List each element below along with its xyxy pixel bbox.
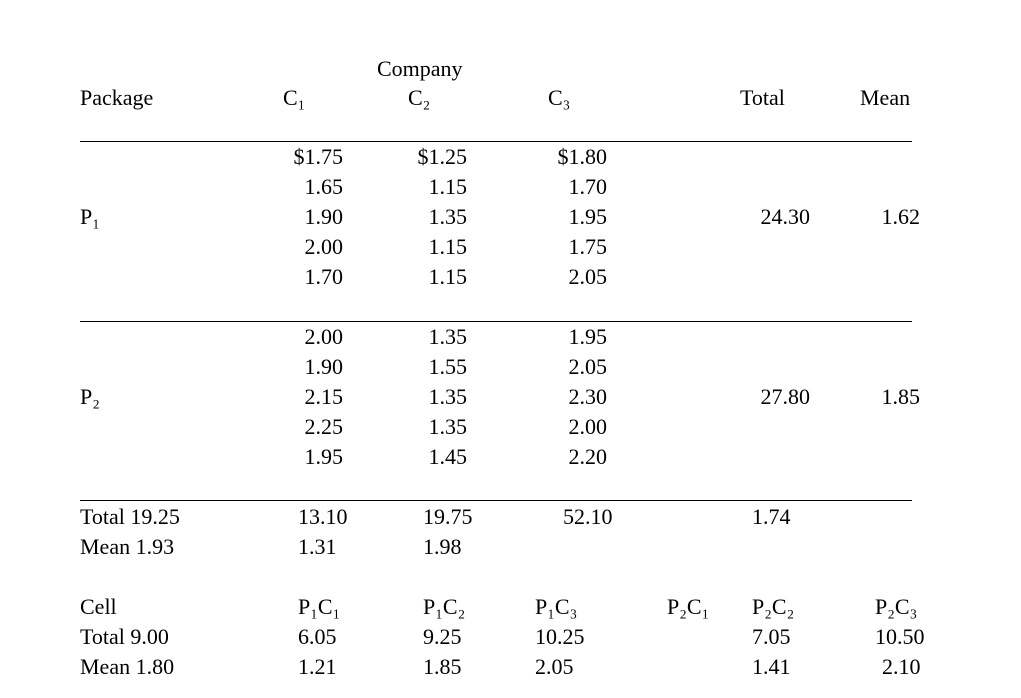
group-mean: 1.85 [881, 384, 921, 409]
cell-header: P₁C₂ [423, 594, 466, 619]
summary-mean: 1.98 [423, 534, 462, 559]
cell-value: 2.30 [568, 384, 608, 409]
cell-header: P₁C₃ [535, 594, 578, 619]
cell-value: 2.00 [568, 414, 608, 439]
cell-value: 1.35 [428, 204, 468, 229]
cell-value: 2.00 [304, 234, 344, 259]
row-label: P₁ [80, 204, 100, 229]
summary-total: 13.10 [298, 504, 348, 529]
group-mean: 1.62 [881, 204, 921, 229]
cell-value: $1.25 [417, 144, 468, 169]
cell-value: 1.35 [428, 384, 468, 409]
cell-value: 1.15 [428, 234, 468, 259]
group-total: 27.80 [760, 384, 811, 409]
cell-value: 1.95 [304, 444, 344, 469]
cell-value: 2.15 [304, 384, 344, 409]
cell-header: P₂C₃ [875, 594, 918, 619]
column-header: Total [740, 85, 785, 110]
cell-total: Total 9.00 [80, 624, 169, 649]
cell-total: 10.50 [875, 624, 925, 649]
rule [80, 500, 912, 501]
summary-mean: 1.31 [298, 534, 337, 559]
cell-total: 6.05 [298, 624, 337, 649]
cell-mean: 2.10 [882, 654, 921, 679]
cell-total: 9.25 [423, 624, 462, 649]
cell-value: 1.15 [428, 174, 468, 199]
summary-total: 19.75 [423, 504, 473, 529]
column-header: C₁ [283, 85, 306, 110]
cell-value: 2.20 [568, 444, 608, 469]
cell-value: 2.25 [304, 414, 344, 439]
cell-value: 2.05 [568, 354, 608, 379]
summary-total: 1.74 [752, 504, 791, 529]
summary-total: 52.10 [563, 504, 613, 529]
cell-mean: Mean 1.80 [80, 654, 175, 679]
cell-value: 1.45 [428, 444, 468, 469]
column-header: C₃ [548, 85, 571, 110]
group-label: Company [377, 56, 463, 81]
column-header: Mean [860, 85, 911, 110]
cell-value: 1.65 [304, 174, 344, 199]
cell-header: P₂C₁ [667, 594, 710, 619]
cell-value: 1.95 [568, 204, 608, 229]
cell-value: 1.70 [304, 264, 344, 289]
summary-total: Total 19.25 [80, 504, 180, 529]
cell-value: 1.55 [428, 354, 468, 379]
cell-value: 1.90 [304, 204, 344, 229]
cell-value: 1.35 [428, 414, 468, 439]
cell-value: $1.75 [293, 144, 344, 169]
cell-value: 1.95 [568, 324, 608, 349]
rule [80, 321, 912, 322]
cell-value: 2.00 [304, 324, 344, 349]
cell-total: 10.25 [535, 624, 585, 649]
column-header: C₂ [408, 85, 431, 110]
cell-header: P₁C₁ [298, 594, 341, 619]
rule [80, 141, 912, 142]
cell-value: 1.35 [428, 324, 468, 349]
cell-mean: 1.85 [423, 654, 462, 679]
cell-value: 1.75 [568, 234, 608, 259]
cell-value: 2.05 [568, 264, 608, 289]
column-header: Package [80, 85, 154, 110]
cell-value: $1.80 [557, 144, 608, 169]
cell-header: Cell [80, 594, 117, 619]
cell-header: P₂C₂ [752, 594, 795, 619]
cell-mean: 1.21 [298, 654, 337, 679]
cell-value: 1.90 [304, 354, 344, 379]
cell-value: 1.70 [568, 174, 608, 199]
cell-value: 1.15 [428, 264, 468, 289]
group-total: 24.30 [760, 204, 811, 229]
cell-mean: 1.41 [752, 654, 791, 679]
summary-mean: Mean 1.93 [80, 534, 175, 559]
cell-total: 7.05 [752, 624, 791, 649]
cell-mean: 2.05 [535, 654, 574, 679]
row-label: P₂ [80, 384, 100, 409]
